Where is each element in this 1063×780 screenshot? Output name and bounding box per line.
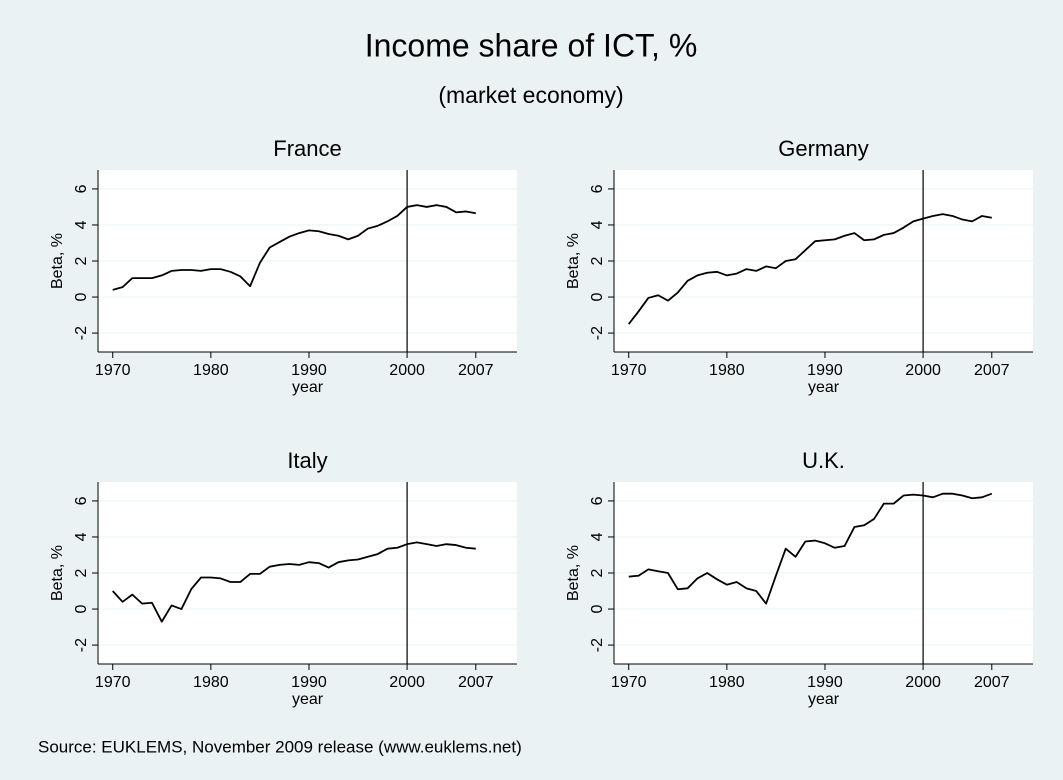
panel-title: Germany — [778, 136, 868, 161]
x-tick-label: 2007 — [458, 362, 494, 379]
x-axis-label: year — [808, 691, 840, 708]
chart-subtitle: (market economy) — [438, 82, 623, 108]
chart-title: Income share of ICT, % — [365, 27, 698, 63]
x-tick-label: 1990 — [807, 362, 843, 379]
x-tick-label: 1990 — [291, 674, 327, 691]
y-tick-label: 6 — [73, 184, 90, 193]
y-tick-label: 4 — [589, 220, 606, 229]
y-tick-label: -2 — [589, 638, 606, 652]
source-note: Source: EUKLEMS, November 2009 release (… — [38, 737, 522, 756]
y-tick-label: 4 — [73, 532, 90, 541]
y-tick-label: 0 — [589, 604, 606, 613]
x-tick-label: 1990 — [291, 362, 327, 379]
y-tick-label: -2 — [73, 638, 90, 652]
x-tick-label: 1980 — [709, 362, 745, 379]
panel-title: U.K. — [802, 448, 845, 473]
y-tick-label: 6 — [589, 184, 606, 193]
x-tick-label: 1970 — [611, 362, 647, 379]
y-tick-label: 4 — [73, 220, 90, 229]
y-tick-label: 0 — [73, 292, 90, 301]
y-tick-label: 0 — [73, 604, 90, 613]
series-line — [112, 204, 476, 291]
x-tick-label: 2000 — [905, 674, 941, 691]
y-tick-label: 4 — [589, 532, 606, 541]
x-tick-label: 2000 — [905, 362, 941, 379]
y-axis-label: Beta, % — [49, 545, 66, 601]
y-tick-label: 2 — [73, 256, 90, 265]
x-tick-label: 1990 — [807, 674, 843, 691]
y-tick-label: 6 — [73, 496, 90, 505]
y-tick-label: 6 — [589, 496, 606, 505]
series-line — [112, 541, 476, 623]
series-line — [628, 213, 992, 325]
x-tick-label: 2007 — [458, 674, 494, 691]
x-tick-label: 1980 — [193, 362, 229, 379]
x-tick-label: 1970 — [95, 362, 131, 379]
y-tick-label: -2 — [589, 326, 606, 340]
y-tick-label: 2 — [589, 256, 606, 265]
x-tick-label: 1970 — [611, 674, 647, 691]
y-axis-label: Beta, % — [565, 233, 582, 289]
y-axis-label: Beta, % — [49, 233, 66, 289]
x-tick-label: 2000 — [389, 674, 425, 691]
y-tick-label: -2 — [73, 326, 90, 340]
x-tick-label: 1980 — [709, 674, 745, 691]
x-axis-label: year — [292, 691, 324, 708]
x-tick-label: 1970 — [95, 674, 131, 691]
x-tick-label: 2007 — [974, 362, 1010, 379]
y-tick-label: 0 — [589, 292, 606, 301]
y-axis-label: Beta, % — [565, 545, 582, 601]
panel-title: France — [273, 136, 341, 161]
x-axis-label: year — [292, 379, 324, 396]
series-line — [628, 492, 993, 605]
y-tick-label: 2 — [589, 568, 606, 577]
y-tick-label: 2 — [73, 568, 90, 577]
x-tick-label: 1980 — [193, 674, 229, 691]
panel-title: Italy — [287, 448, 327, 473]
x-tick-label: 2007 — [974, 674, 1010, 691]
x-axis-label: year — [808, 379, 840, 396]
x-tick-label: 2000 — [389, 362, 425, 379]
